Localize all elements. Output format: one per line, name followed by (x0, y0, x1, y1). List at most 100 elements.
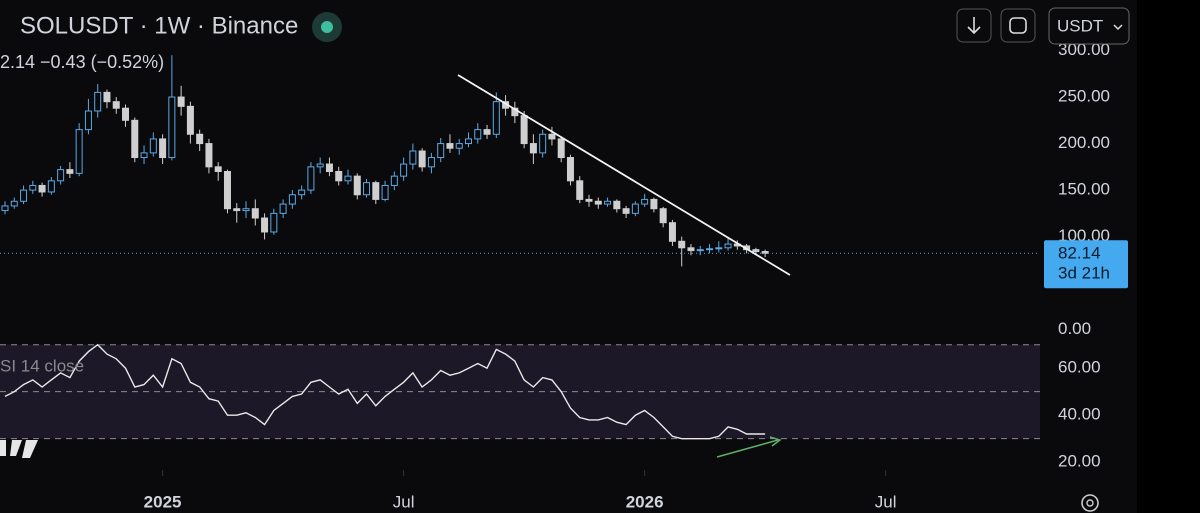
candle-body (307, 166, 315, 191)
candle-body (38, 184, 46, 193)
candle-body (20, 189, 28, 202)
candle-body (66, 169, 74, 174)
candle-body (177, 96, 185, 107)
candle-body (548, 133, 556, 140)
candle-body (47, 180, 55, 193)
status-dot (321, 21, 333, 33)
x-tick-label: Jul (393, 492, 415, 511)
candle-body (372, 182, 380, 200)
candle-body (400, 163, 408, 177)
ohlc-legend: 2.14 −0.43 (−0.52%) (0, 52, 164, 72)
y-tick-label: 300.00 (1058, 40, 1110, 59)
candle-body (298, 189, 306, 196)
candle-body (223, 170, 231, 210)
candle-body (437, 143, 445, 159)
candle-body (316, 163, 324, 168)
candle-body (335, 170, 343, 182)
candle-body (539, 133, 547, 154)
candle-body (251, 208, 259, 219)
y-tick-label: 60.00 (1058, 358, 1101, 377)
candle-body (641, 198, 649, 205)
candle-body (112, 101, 120, 109)
candle-body (196, 133, 204, 145)
currency-label: USDT (1057, 16, 1103, 35)
candle-body (706, 248, 714, 251)
candle-body (205, 143, 213, 168)
candle-body (233, 208, 241, 212)
y-tick-label: 40.00 (1058, 405, 1101, 424)
y-tick-label: 250.00 (1058, 87, 1110, 106)
candle-body (279, 203, 287, 214)
candle-body (566, 157, 574, 182)
candle-body (122, 107, 130, 121)
candle-body (140, 152, 148, 159)
candle-body (57, 169, 65, 182)
candle-body (242, 208, 250, 212)
settings-icon[interactable] (1081, 494, 1099, 512)
fullscreen-button[interactable] (1000, 8, 1036, 43)
last-price-label: 82.14 (1058, 244, 1101, 263)
candle-body (678, 240, 686, 249)
candle-body (149, 138, 157, 154)
candle-body (427, 157, 435, 168)
candle-body (363, 182, 371, 196)
trend-line (457, 74, 791, 276)
dropdown-icon (1113, 24, 1123, 31)
candle-body (752, 249, 760, 253)
candle-body (94, 91, 102, 112)
candle-body (520, 115, 528, 145)
candle-body (659, 208, 667, 224)
candle-body (131, 119, 139, 159)
settings-icon-center (1086, 499, 1094, 507)
candle-body (1, 205, 9, 212)
candle-body (10, 200, 18, 207)
candle-body (557, 138, 565, 159)
candle-body (270, 212, 278, 233)
candle-body (529, 143, 537, 154)
annotation-arrow (716, 439, 779, 458)
candle-body (353, 175, 361, 196)
candle-body (288, 194, 296, 205)
candle-body (75, 129, 83, 174)
candle-body (168, 96, 176, 159)
candle-body (455, 143, 463, 149)
candle-body (381, 184, 389, 200)
y-tick-label: 20.00 (1058, 452, 1101, 471)
panes: 0.0050.00100.00150.00200.00250.00300.002… (0, 40, 1128, 511)
candle-body (261, 217, 269, 233)
currency-button[interactable] (1048, 7, 1130, 45)
candle-body (724, 243, 732, 249)
y-tick-label: 0.00 (1058, 319, 1091, 338)
candle-body (631, 203, 639, 214)
y-tick-label: 150.00 (1058, 180, 1110, 199)
price-badge (1044, 240, 1128, 289)
candle-body (344, 175, 352, 182)
candle-body (29, 184, 37, 191)
candle-body (446, 143, 454, 149)
candle-body (650, 198, 658, 210)
download-button[interactable] (956, 8, 992, 43)
arrow-head (769, 436, 782, 447)
candle-body (604, 200, 612, 205)
candle-body (474, 129, 482, 140)
candle-body (103, 91, 111, 103)
candle-body (409, 150, 417, 165)
candle-body (585, 198, 593, 202)
candle-body (761, 251, 769, 254)
candle-body (418, 150, 426, 168)
candle-body (613, 200, 621, 210)
candle-body (465, 138, 472, 145)
candle-body (687, 247, 695, 252)
symbol-title: SOLUSDT · 1W · Binance (20, 12, 298, 39)
candle-body (492, 101, 500, 135)
candle-body (696, 249, 704, 252)
rsi-line (4, 343, 766, 440)
candle-body (483, 129, 491, 135)
countdown-label: 3d 21h (1058, 264, 1110, 283)
logo (0, 440, 38, 458)
x-tick-label: Jul (875, 492, 897, 511)
right-edge (1137, 0, 1200, 513)
candle-body (622, 208, 630, 214)
candle-body (186, 105, 194, 135)
indicator-label: SI 14 close (0, 356, 84, 375)
